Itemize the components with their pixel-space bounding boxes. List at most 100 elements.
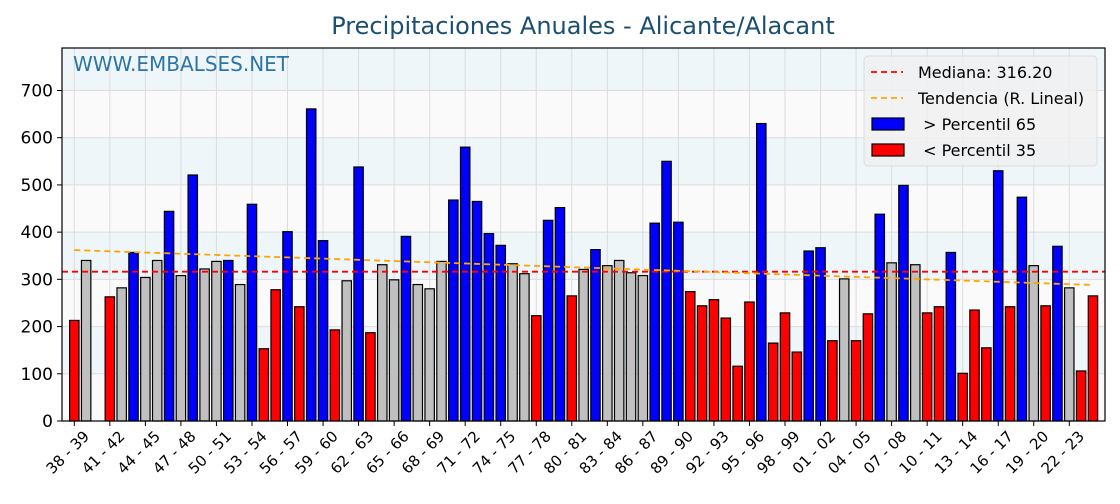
- bar-1972: [471, 200, 483, 422]
- bar-2014: [969, 309, 980, 422]
- bar-1953: [246, 203, 258, 422]
- bar-2003: [838, 278, 850, 422]
- legend: Mediana: 316.20 Tendencia (R. Lineal) > P…: [863, 55, 1098, 167]
- bar-1965: [388, 279, 400, 422]
- bar-1983: [602, 265, 613, 422]
- y-tick-label: 500: [21, 176, 53, 196]
- legend-label: < Percentil 35: [918, 141, 1036, 160]
- bar-1992: [708, 299, 720, 422]
- bar-1947: [175, 274, 187, 422]
- bar-1970: [448, 199, 459, 422]
- plot-frame: [61, 47, 1106, 422]
- bar-1962: [353, 166, 364, 422]
- y-tick-label: 300: [21, 270, 53, 290]
- bar-2018: [1016, 196, 1028, 422]
- bar-1989: [673, 221, 684, 422]
- y-axis: 0 100 200 300 400 500 600 700: [21, 81, 62, 432]
- chart-title: Precipitaciones Anuales - Alicante/Alaca…: [331, 12, 835, 40]
- bar-1978: [542, 219, 554, 422]
- bar-1994: [732, 365, 743, 422]
- bar-1981: [578, 268, 589, 422]
- bar-1942: [116, 287, 127, 422]
- bar-1982: [590, 249, 601, 422]
- legend-patch-swatch: [871, 117, 905, 131]
- bar-1957: [294, 306, 305, 422]
- bar-1939: [80, 259, 92, 422]
- bar-2000: [803, 250, 814, 422]
- bar-1951: [222, 259, 234, 422]
- bar-1944: [140, 276, 151, 422]
- bar-1998: [779, 312, 791, 422]
- bar-1948: [187, 174, 199, 422]
- bar-2005: [862, 313, 874, 422]
- bar-1949: [199, 268, 210, 422]
- y-tick-label: 0: [42, 412, 53, 432]
- bar-1975: [507, 263, 518, 422]
- bar-1980: [566, 295, 578, 422]
- bar-2023: [1075, 370, 1087, 422]
- bar-1987: [649, 222, 661, 422]
- bar-1958: [305, 108, 317, 422]
- bar-1984: [613, 259, 625, 422]
- bar-1941: [104, 296, 116, 422]
- bar-2006: [874, 213, 886, 422]
- bar-1964: [376, 264, 388, 422]
- y-tick-label: 200: [21, 318, 53, 338]
- bar-1985: [625, 272, 637, 422]
- bar-2012: [945, 251, 957, 422]
- bar-2002: [827, 340, 838, 422]
- bar-2007: [886, 262, 897, 422]
- bar-2015: [981, 347, 992, 422]
- y-tick-label: 700: [21, 81, 53, 101]
- legend-label: Mediana: 316.20: [918, 63, 1052, 82]
- bar-1946: [163, 210, 175, 422]
- bar-2009: [909, 264, 921, 422]
- band: [62, 184, 1105, 233]
- watermark: WWW.EMBALSES.NET: [73, 52, 290, 76]
- bar-2019: [1028, 265, 1040, 422]
- bar-1956: [282, 231, 293, 422]
- bar-1997: [767, 342, 779, 422]
- bar-1967: [412, 283, 424, 422]
- bar-2011: [933, 306, 945, 422]
- bar-1966: [400, 235, 412, 422]
- bar-1952: [234, 283, 246, 422]
- legend-label: > Percentil 65: [918, 115, 1036, 134]
- bar-2022: [1063, 287, 1075, 422]
- bar-1955: [270, 289, 281, 422]
- bar-1945: [151, 259, 163, 422]
- bar-2013: [957, 372, 968, 422]
- bar-1969: [436, 260, 447, 422]
- bar-2010: [921, 312, 933, 422]
- bar-1993: [720, 317, 732, 422]
- bar-1938: [68, 319, 80, 422]
- bar-1950: [211, 260, 222, 422]
- bar-1976: [519, 273, 530, 422]
- bar-1999: [791, 351, 803, 422]
- bar-1995: [744, 301, 755, 422]
- bar-1977: [530, 315, 542, 422]
- bar-1963: [365, 332, 376, 422]
- bar-1961: [341, 280, 353, 422]
- bar-2020: [1040, 305, 1051, 422]
- reference-lines: [62, 249, 1105, 286]
- bar-1960: [329, 329, 341, 422]
- bar-2024: [1087, 295, 1099, 422]
- y-tick-label: 400: [21, 223, 53, 243]
- bar-1959: [317, 240, 329, 422]
- bar-1986: [637, 274, 649, 422]
- bar-1988: [661, 160, 672, 422]
- bar-2008: [898, 184, 909, 422]
- bar-1979: [554, 206, 566, 422]
- bar-2017: [1004, 306, 1016, 422]
- legend-label: Tendencia (R. Lineal): [917, 89, 1084, 108]
- bar-2004: [850, 340, 862, 422]
- y-tick-label: 600: [21, 129, 53, 149]
- bar-1954: [258, 348, 270, 422]
- bar-1991: [696, 305, 708, 422]
- bar-2001: [815, 247, 826, 422]
- bar-1943: [128, 251, 139, 422]
- bar-2016: [992, 170, 1004, 422]
